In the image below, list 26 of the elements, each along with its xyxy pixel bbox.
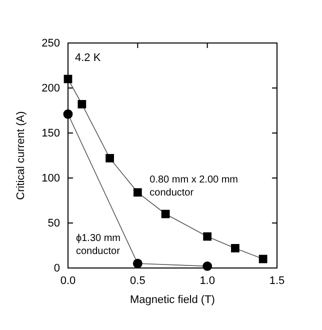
series-label: ϕ1.30 mm conductor xyxy=(76,233,121,257)
x-tick-label: 0.5 xyxy=(130,274,146,287)
series-label: 0.80 mm x 2.00 mm conductor xyxy=(150,174,238,198)
point xyxy=(132,258,142,268)
point xyxy=(231,244,240,252)
x-tick-label: 0.0 xyxy=(60,274,76,287)
point xyxy=(106,154,114,162)
y-tick-label: 250 xyxy=(42,38,60,50)
x-tick-label: 1.5 xyxy=(269,274,285,287)
point xyxy=(78,100,86,108)
x-axis-title: Magnetic field (T) xyxy=(130,294,215,306)
y-tick-label: 200 xyxy=(42,82,60,95)
point xyxy=(202,261,212,271)
point xyxy=(258,254,268,264)
point xyxy=(63,109,73,119)
point xyxy=(64,74,72,84)
x-tick-label: 1.0 xyxy=(200,274,215,287)
y-axis-title: Critical current (A) xyxy=(15,111,27,200)
point xyxy=(133,188,142,197)
y-tick-label: 100 xyxy=(42,172,60,185)
y-tick-label: 50 xyxy=(48,218,60,230)
y-tick-label: 0 xyxy=(54,262,60,275)
point xyxy=(161,210,170,218)
annotation: 4.2 K xyxy=(75,52,102,64)
point xyxy=(203,232,212,241)
y-tick-label: 150 xyxy=(42,128,60,140)
